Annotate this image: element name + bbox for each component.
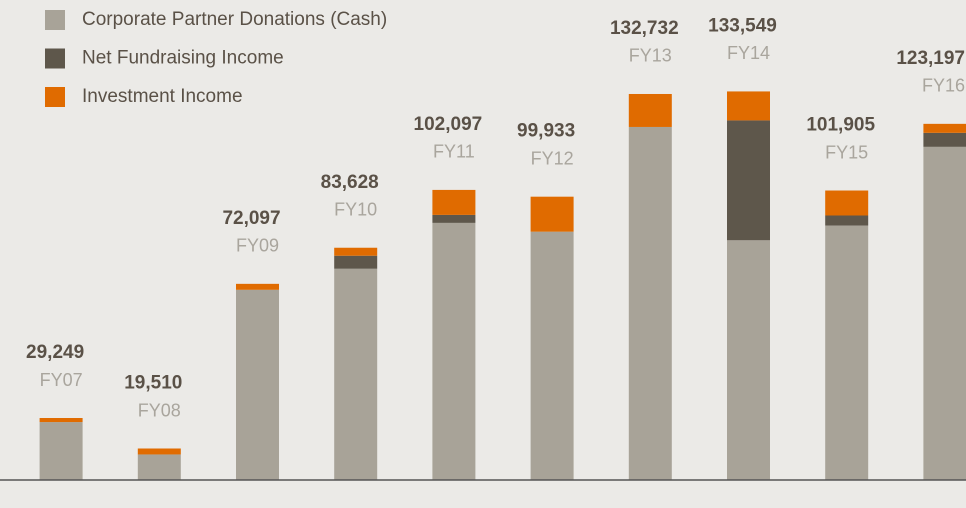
x-tick-label: FY15 <box>825 142 868 162</box>
total-label: 123,197 <box>896 48 965 69</box>
total-label: 83,628 <box>321 172 379 193</box>
bar-segment <box>923 146 966 480</box>
bar-segment <box>727 91 770 121</box>
bar-segment <box>628 126 672 480</box>
legend-label: Corporate Partner Donations (Cash) <box>82 9 387 30</box>
legend-swatch <box>45 48 65 69</box>
bar-segment <box>334 255 378 269</box>
x-tick-label: FY10 <box>334 199 377 219</box>
bar-segment <box>530 231 574 480</box>
total-label: 72,097 <box>222 208 280 229</box>
bar-segment <box>137 448 181 455</box>
bar-segment <box>923 123 966 133</box>
x-tick-label: FY14 <box>727 43 770 63</box>
bar-segment <box>530 196 574 232</box>
bar-segment <box>236 289 279 480</box>
bar-segment <box>825 215 869 226</box>
x-tick-label: FY07 <box>40 370 83 390</box>
bar-segment <box>334 247 378 256</box>
bar-segment <box>432 222 476 480</box>
x-tick-label: FY08 <box>138 400 181 420</box>
bar-segment <box>727 240 770 480</box>
bar-segment <box>39 418 83 423</box>
bar-segment <box>137 454 181 480</box>
legend-swatch <box>45 10 65 30</box>
total-label: 101,905 <box>806 115 875 136</box>
x-tick-label: FY09 <box>236 236 279 256</box>
bar-segment <box>825 225 869 480</box>
bar-segment <box>825 190 869 216</box>
total-label: 132,732 <box>610 18 679 39</box>
total-label: 29,249 <box>26 342 84 363</box>
x-tick-label: FY13 <box>629 46 672 66</box>
bar-segment <box>39 422 83 480</box>
bar-segment <box>432 189 476 215</box>
legend-label: Investment Income <box>82 86 243 107</box>
x-tick-label: FY12 <box>531 148 574 168</box>
bar-segment <box>727 120 770 241</box>
total-label: 99,933 <box>517 121 575 142</box>
x-tick-label: FY16 <box>922 76 965 96</box>
bar-segment <box>923 132 966 147</box>
bar-segment <box>432 214 476 223</box>
legend-label: Net Fundraising Income <box>82 48 284 69</box>
total-label: 102,097 <box>414 114 483 135</box>
legend-swatch <box>45 87 65 107</box>
bar-segment <box>236 283 279 290</box>
bar-segment <box>628 93 672 127</box>
total-label: 19,510 <box>124 373 182 394</box>
x-tick-label: FY11 <box>433 142 475 162</box>
total-label: 133,549 <box>708 15 777 36</box>
bar-segment <box>334 268 378 480</box>
